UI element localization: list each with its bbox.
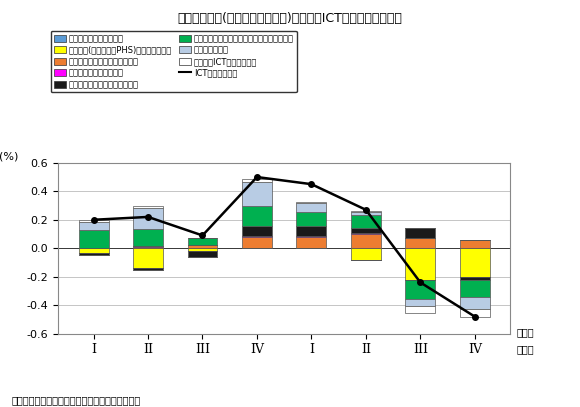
Bar bbox=[460, 248, 490, 277]
Bar bbox=[187, 251, 218, 257]
Bar bbox=[460, 240, 490, 248]
Text: （期）: （期） bbox=[516, 328, 534, 338]
Bar bbox=[405, 228, 436, 239]
Bar bbox=[78, 247, 108, 248]
Bar bbox=[78, 230, 108, 247]
Bar bbox=[242, 226, 272, 236]
Bar bbox=[405, 280, 436, 299]
Bar bbox=[242, 179, 272, 182]
Bar bbox=[296, 212, 327, 226]
Bar bbox=[133, 268, 163, 270]
Bar bbox=[296, 237, 327, 248]
Bar bbox=[133, 247, 163, 248]
Legend: 固定電話使用料・寄与度, 移動電話(携帯電話・PHS)使用料・寄与度, インターネット接続料・寄与度, 民間放送受信料・寄与度, 移動電話他の通信機器・寄与度,: 固定電話使用料・寄与度, 移動電話(携帯電話・PHS)使用料・寄与度, インター… bbox=[50, 31, 297, 92]
Bar bbox=[296, 226, 327, 236]
Bar bbox=[78, 221, 108, 222]
Bar bbox=[351, 234, 381, 248]
Bar bbox=[460, 298, 490, 309]
Bar bbox=[296, 202, 327, 204]
Bar bbox=[351, 215, 381, 228]
Bar bbox=[187, 245, 218, 248]
Bar bbox=[133, 206, 163, 208]
Bar bbox=[133, 246, 163, 247]
Text: 家計消費支出(家計消費状況調査)に占めるICT関連消費の寄与度: 家計消費支出(家計消費状況調査)に占めるICT関連消費の寄与度 bbox=[177, 12, 403, 25]
Bar bbox=[405, 239, 436, 248]
Bar bbox=[242, 206, 272, 226]
Bar bbox=[187, 248, 218, 251]
Text: （年）: （年） bbox=[516, 344, 534, 354]
Bar bbox=[351, 233, 381, 234]
Bar bbox=[460, 309, 490, 317]
Bar bbox=[296, 204, 327, 212]
Bar bbox=[460, 278, 490, 280]
Bar bbox=[351, 228, 381, 233]
Bar bbox=[78, 222, 108, 230]
Bar bbox=[133, 208, 163, 229]
Bar bbox=[460, 277, 490, 278]
Bar bbox=[405, 299, 436, 306]
Bar bbox=[78, 248, 108, 252]
Text: (%): (%) bbox=[0, 151, 19, 161]
Bar bbox=[351, 210, 381, 212]
Bar bbox=[187, 238, 218, 245]
Bar bbox=[78, 252, 108, 256]
Bar bbox=[351, 212, 381, 215]
Bar bbox=[242, 237, 272, 248]
Bar bbox=[351, 248, 381, 260]
Bar bbox=[460, 280, 490, 298]
Bar bbox=[242, 236, 272, 237]
Bar bbox=[405, 248, 436, 280]
Bar bbox=[133, 248, 163, 268]
Bar bbox=[133, 229, 163, 246]
Bar bbox=[296, 236, 327, 237]
Bar bbox=[242, 182, 272, 206]
Text: （出所）総務省「家計消費状況調査」より作成。: （出所）総務省「家計消費状況調査」より作成。 bbox=[12, 395, 141, 405]
Bar bbox=[405, 306, 436, 313]
